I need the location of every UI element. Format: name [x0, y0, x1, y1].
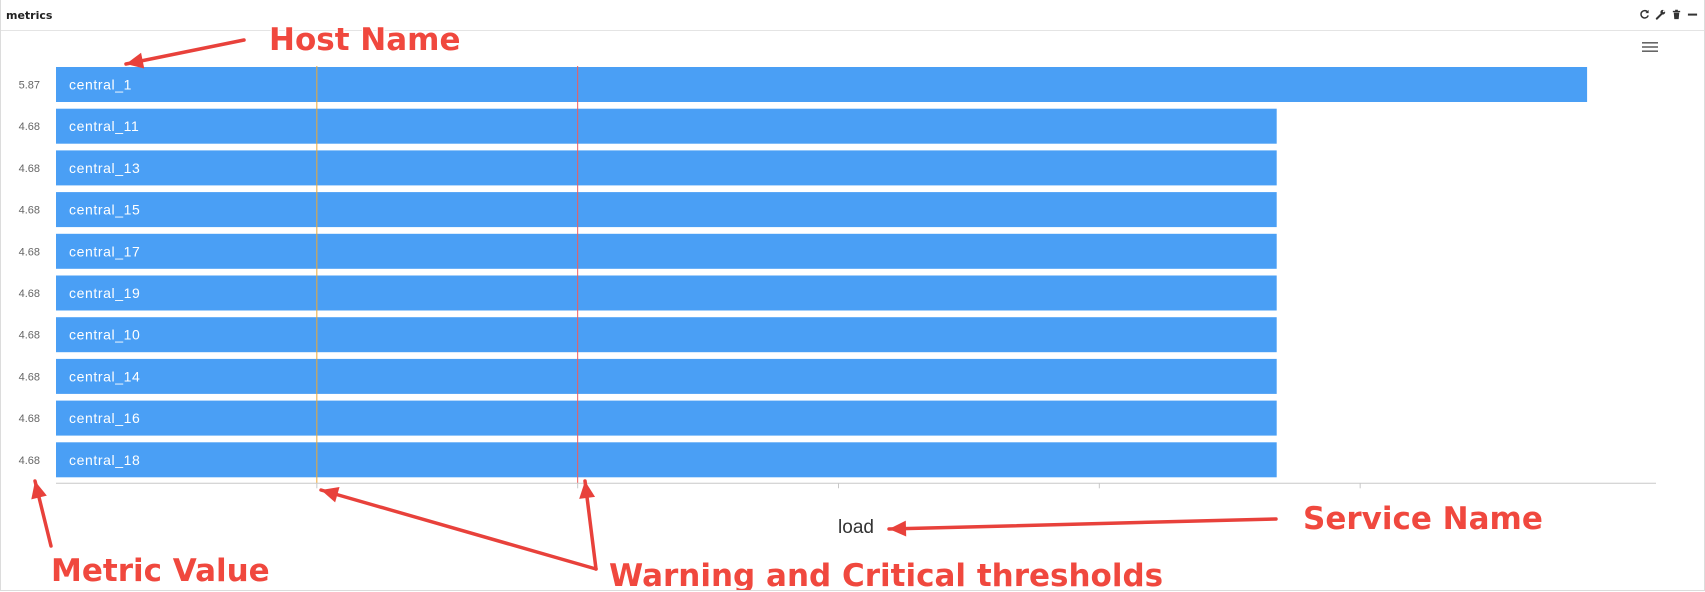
- widget-title: metrics: [6, 9, 53, 22]
- hamburger-menu-icon[interactable]: [1641, 40, 1659, 54]
- bar[interactable]: [56, 67, 1588, 102]
- bar[interactable]: [56, 150, 1277, 186]
- service-name-annotation: Service Name: [1303, 501, 1543, 537]
- metric-value-label: 4.68: [19, 205, 40, 217]
- bar-host-label: central_13: [69, 160, 140, 176]
- wrench-icon[interactable]: [1654, 8, 1666, 20]
- metric-value-arrow-head: [31, 481, 47, 500]
- metric-value-label: 5.87: [19, 80, 40, 92]
- bar[interactable]: [56, 442, 1277, 478]
- bar[interactable]: [56, 358, 1277, 394]
- bar[interactable]: [56, 233, 1277, 269]
- warning-threshold-arrow-head: [321, 487, 340, 503]
- metric-value-annotation: Metric Value: [51, 553, 270, 589]
- metric-value-label: 4.68: [19, 455, 40, 467]
- metric-value-label: 4.68: [19, 330, 40, 342]
- bar-host-label: central_15: [69, 202, 140, 218]
- metric-value-label: 4.68: [19, 163, 40, 175]
- host-name-arrow-head: [126, 52, 145, 69]
- warning-threshold-arrow: [319, 488, 598, 571]
- bar[interactable]: [56, 275, 1277, 311]
- bar-host-label: central_14: [69, 368, 140, 384]
- bar-host-label: central_16: [69, 410, 140, 426]
- thresholds-annotation: Warning and Critical thresholds: [609, 558, 1163, 590]
- metric-value-label: 4.68: [19, 413, 40, 425]
- bar-host-label: central_19: [69, 285, 140, 301]
- bar-host-label: central_10: [69, 327, 140, 343]
- x-axis-label: load: [838, 517, 874, 538]
- bar[interactable]: [56, 400, 1277, 436]
- metric-value-label: 4.68: [19, 121, 40, 133]
- bar[interactable]: [56, 108, 1277, 144]
- trash-icon[interactable]: [1670, 8, 1682, 20]
- bar-host-label: central_11: [69, 118, 139, 134]
- widget-header: metrics: [1, 0, 1704, 31]
- metric-value-label: 4.68: [19, 371, 40, 383]
- bar-host-label: central_1: [69, 77, 132, 93]
- service-name-arrow-head: [889, 520, 907, 537]
- bar-host-label: central_18: [69, 452, 140, 468]
- metric-value-label: 4.68: [19, 246, 40, 258]
- minimize-icon[interactable]: [1686, 8, 1698, 20]
- widget-toolbar: [1638, 8, 1698, 20]
- host-name-annotation: Host Name: [269, 22, 461, 58]
- bar-host-label: central_17: [69, 243, 140, 259]
- refresh-icon[interactable]: [1638, 8, 1650, 20]
- bar[interactable]: [56, 317, 1277, 353]
- critical-threshold-arrow-head: [579, 481, 596, 499]
- metric-value-label: 4.68: [19, 288, 40, 300]
- bar[interactable]: [56, 192, 1277, 228]
- host-name-arrow: [124, 38, 246, 66]
- service-name-arrow: [887, 517, 1278, 531]
